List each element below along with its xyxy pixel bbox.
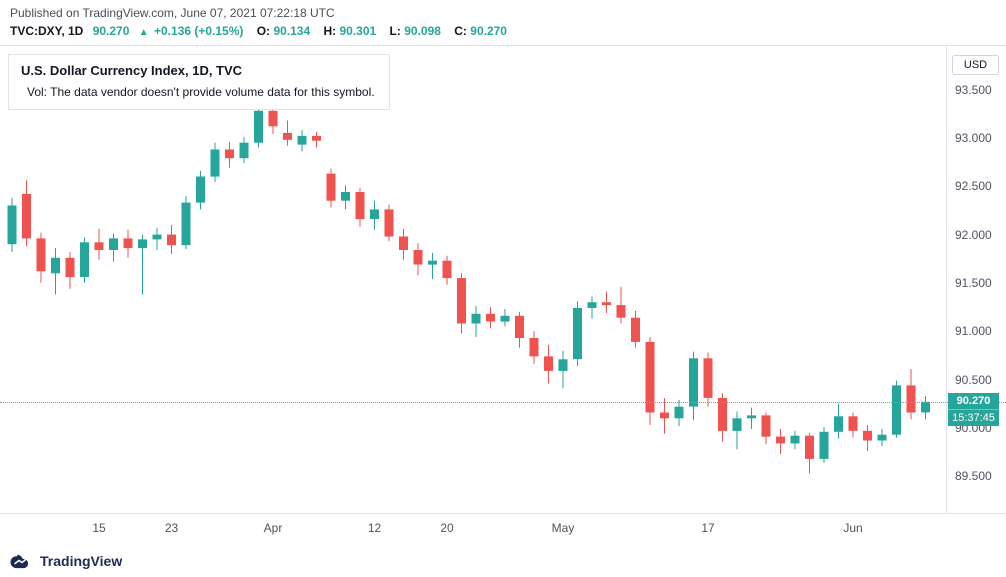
price-axis[interactable]: USD 93.500 93.000 92.500 92.000 91.500 91.000… [946,46,1006,513]
price-axis-label: 90.500 [955,372,992,387]
price-axis-label: 91.000 [955,324,992,339]
time-axis-label: Apr [263,521,283,535]
up-arrow-icon: ▲ [138,27,149,38]
open-value: 90.134 [273,24,311,38]
price-axis-label: 92.000 [955,227,992,242]
price-axis-label: 93.000 [955,130,992,145]
time-axis-label: 17 [701,521,715,535]
candlestick-plot[interactable] [0,46,946,513]
published-text: Published on TradingView.com, June 07, 2… [10,6,335,20]
price-axis-label: 93.500 [955,82,992,97]
last-price-badge: 90.270 [948,392,999,409]
low-label: L: [389,24,401,38]
bar-countdown-badge: 15:37:45 [948,408,999,426]
time-axis[interactable]: 15 23 Apr 12 20 May 17 Jun [0,513,1006,545]
time-axis-label: May [551,521,575,535]
price-axis-label: 92.500 [955,179,992,194]
time-axis-label: 15 [92,521,106,535]
price-change-value: +0.136 (+0.15%) [154,24,244,38]
close-value: 90.270 [470,24,507,38]
last-price-value: 90.270 [92,24,130,38]
volume-note: Vol: The data vendor doesn't provide vol… [27,85,375,99]
time-axis-label: 23 [164,521,179,535]
price-axis-label: 89.500 [955,469,992,484]
last-price-line [0,401,1006,403]
price-axis-label: 91.500 [955,275,992,290]
chart-title[interactable]: U.S. Dollar Currency Index, 1D, TVC [21,63,243,78]
time-axis-label: 12 [367,521,382,535]
high-label: H: [323,24,337,38]
low-value: 90.098 [404,24,441,38]
currency-badge: USD [952,55,999,75]
chart-legend: U.S. Dollar Currency Index, 1D, TVC Vol:… [8,54,390,110]
footer: TradingView [0,545,1006,577]
time-axis-label: 20 [440,521,454,535]
header: Published on TradingView.com, June 07, 2… [0,0,1006,45]
symbol-line: TVC:DXY, 1D 90.270 ▲ +0.136 (+0.15%) O: … [10,24,996,38]
open-label: O: [256,24,271,38]
tradingview-logo-icon[interactable] [10,553,34,569]
time-axis-label: Jun [843,521,863,535]
close-label: C: [454,24,467,38]
brand-name[interactable]: TradingView [40,553,123,569]
high-value: 90.301 [339,24,377,38]
last-price-badge-group: 90.270 15:37:45 [948,392,999,426]
chart-panel: U.S. Dollar Currency Index, 1D, TVC Vol:… [0,45,1006,545]
symbol-name[interactable]: TVC:DXY, 1D [10,24,84,38]
